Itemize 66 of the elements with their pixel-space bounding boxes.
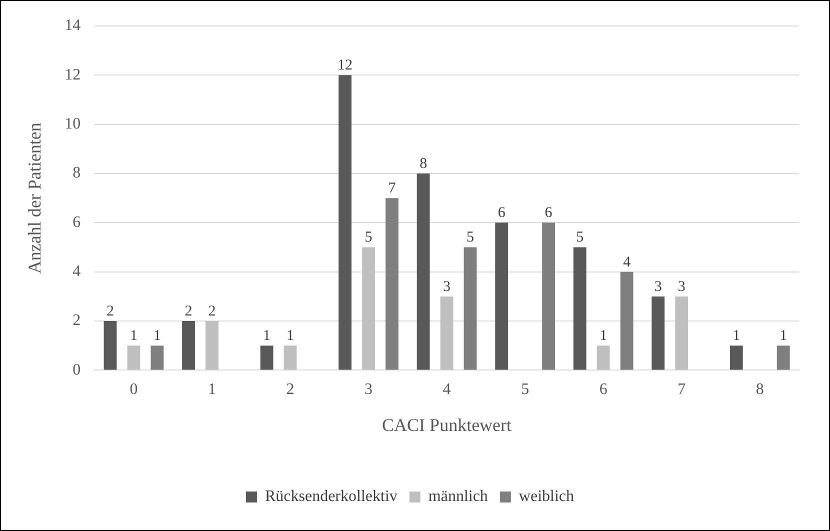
y-tick-label: 2 xyxy=(72,312,81,330)
data-label: 3 xyxy=(678,278,686,295)
bar xyxy=(182,321,195,370)
data-label: 2 xyxy=(106,303,114,320)
bar xyxy=(150,346,164,370)
x-tick-label: 2 xyxy=(286,381,294,398)
data-label: 1 xyxy=(780,328,788,344)
y-tick-label: 12 xyxy=(64,66,81,84)
data-label: 6 xyxy=(498,205,506,222)
bar xyxy=(573,247,586,370)
x-tick-label: 1 xyxy=(208,381,216,398)
data-label: 1 xyxy=(600,328,608,344)
data-label: 3 xyxy=(443,278,451,295)
data-label: 12 xyxy=(338,58,353,74)
bar xyxy=(416,174,430,370)
bar xyxy=(730,346,743,370)
data-label: 1 xyxy=(286,328,294,344)
bar xyxy=(542,222,556,370)
bar xyxy=(386,198,398,370)
y-tick-label: 4 xyxy=(72,263,81,280)
bar xyxy=(104,321,117,370)
legend-label: männlich xyxy=(428,488,488,506)
y-tick-label: 6 xyxy=(72,214,81,231)
data-label: 4 xyxy=(623,254,632,270)
x-tick-label: 7 xyxy=(678,381,686,398)
data-label: 1 xyxy=(263,328,271,344)
data-label: 7 xyxy=(388,180,396,197)
bar xyxy=(127,346,140,370)
data-label: 6 xyxy=(544,205,553,222)
bar xyxy=(206,321,218,370)
x-tick-label: 5 xyxy=(521,381,530,398)
y-tick-label: 8 xyxy=(72,164,81,182)
data-label: 3 xyxy=(654,278,662,295)
y-axis-title: Anzahl der Patienten xyxy=(24,122,45,274)
y-tick-label: 10 xyxy=(64,116,81,133)
x-tick-label: 8 xyxy=(756,381,764,398)
bar xyxy=(675,296,688,370)
data-label: 8 xyxy=(420,156,428,172)
data-label: 2 xyxy=(184,303,192,320)
data-label: 5 xyxy=(576,230,584,246)
bar xyxy=(776,346,790,370)
data-label: 1 xyxy=(153,328,161,344)
bar xyxy=(362,247,375,370)
bar xyxy=(260,346,274,370)
bar xyxy=(338,75,352,370)
bar xyxy=(284,346,297,370)
x-tick-label: 0 xyxy=(130,381,138,398)
x-tick-label: 3 xyxy=(364,381,373,398)
data-label: 1 xyxy=(732,328,740,344)
y-tick-label: 0 xyxy=(72,361,81,378)
legend-label: Rücksenderkollektiv xyxy=(264,488,398,506)
bar xyxy=(596,346,610,370)
data-label: 2 xyxy=(208,303,216,320)
bar xyxy=(495,222,508,370)
x-tick-label: 4 xyxy=(442,381,451,398)
x-tick-label: 6 xyxy=(599,381,608,398)
y-tick-label: 14 xyxy=(64,17,81,34)
bar xyxy=(440,296,454,370)
bar xyxy=(652,296,665,370)
bar xyxy=(620,272,634,370)
data-label: 5 xyxy=(364,230,372,246)
data-label: 5 xyxy=(466,230,474,246)
x-axis-title: CACI Punktewert xyxy=(382,414,512,435)
data-label: 1 xyxy=(130,328,138,344)
legend-label: weiblich xyxy=(518,488,574,506)
bar xyxy=(464,247,477,370)
